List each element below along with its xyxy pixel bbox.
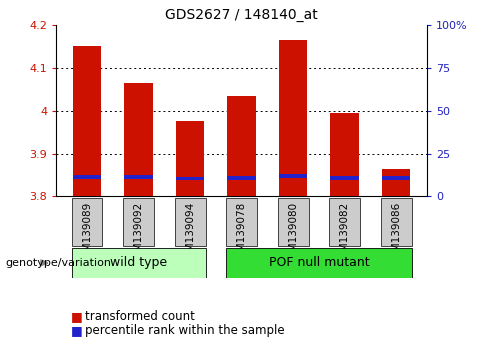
Text: GSM139082: GSM139082: [340, 202, 349, 265]
Text: wild type: wild type: [110, 256, 167, 269]
Text: GSM139092: GSM139092: [134, 202, 143, 265]
Bar: [73, 46, 101, 196]
Bar: [381, 198, 411, 246]
Bar: [176, 121, 204, 196]
Bar: [382, 169, 410, 196]
Text: GSM139080: GSM139080: [288, 202, 298, 265]
Bar: [226, 248, 411, 278]
Text: GSM139078: GSM139078: [237, 202, 246, 265]
Text: genotype/variation: genotype/variation: [5, 258, 111, 268]
Bar: [279, 174, 307, 178]
Bar: [124, 83, 153, 196]
Bar: [329, 198, 360, 246]
Bar: [124, 176, 153, 179]
Bar: [227, 176, 256, 180]
Bar: [72, 198, 102, 246]
Text: POF null mutant: POF null mutant: [268, 256, 369, 269]
Bar: [175, 198, 205, 246]
Bar: [227, 96, 256, 196]
Text: GSM139094: GSM139094: [185, 202, 195, 265]
Text: GSM139086: GSM139086: [391, 202, 401, 265]
Text: percentile rank within the sample: percentile rank within the sample: [85, 325, 285, 337]
Text: ■: ■: [71, 325, 82, 337]
Bar: [73, 176, 101, 179]
Bar: [279, 40, 307, 196]
Text: ■: ■: [71, 310, 82, 323]
Title: GDS2627 / 148140_at: GDS2627 / 148140_at: [165, 8, 318, 22]
Bar: [176, 177, 204, 180]
Bar: [123, 198, 154, 246]
Text: transformed count: transformed count: [85, 310, 195, 323]
Bar: [330, 176, 359, 180]
Bar: [330, 113, 359, 196]
Bar: [278, 198, 308, 246]
Bar: [226, 198, 257, 246]
Bar: [72, 248, 205, 278]
Bar: [382, 176, 410, 180]
Text: GSM139089: GSM139089: [82, 202, 92, 265]
